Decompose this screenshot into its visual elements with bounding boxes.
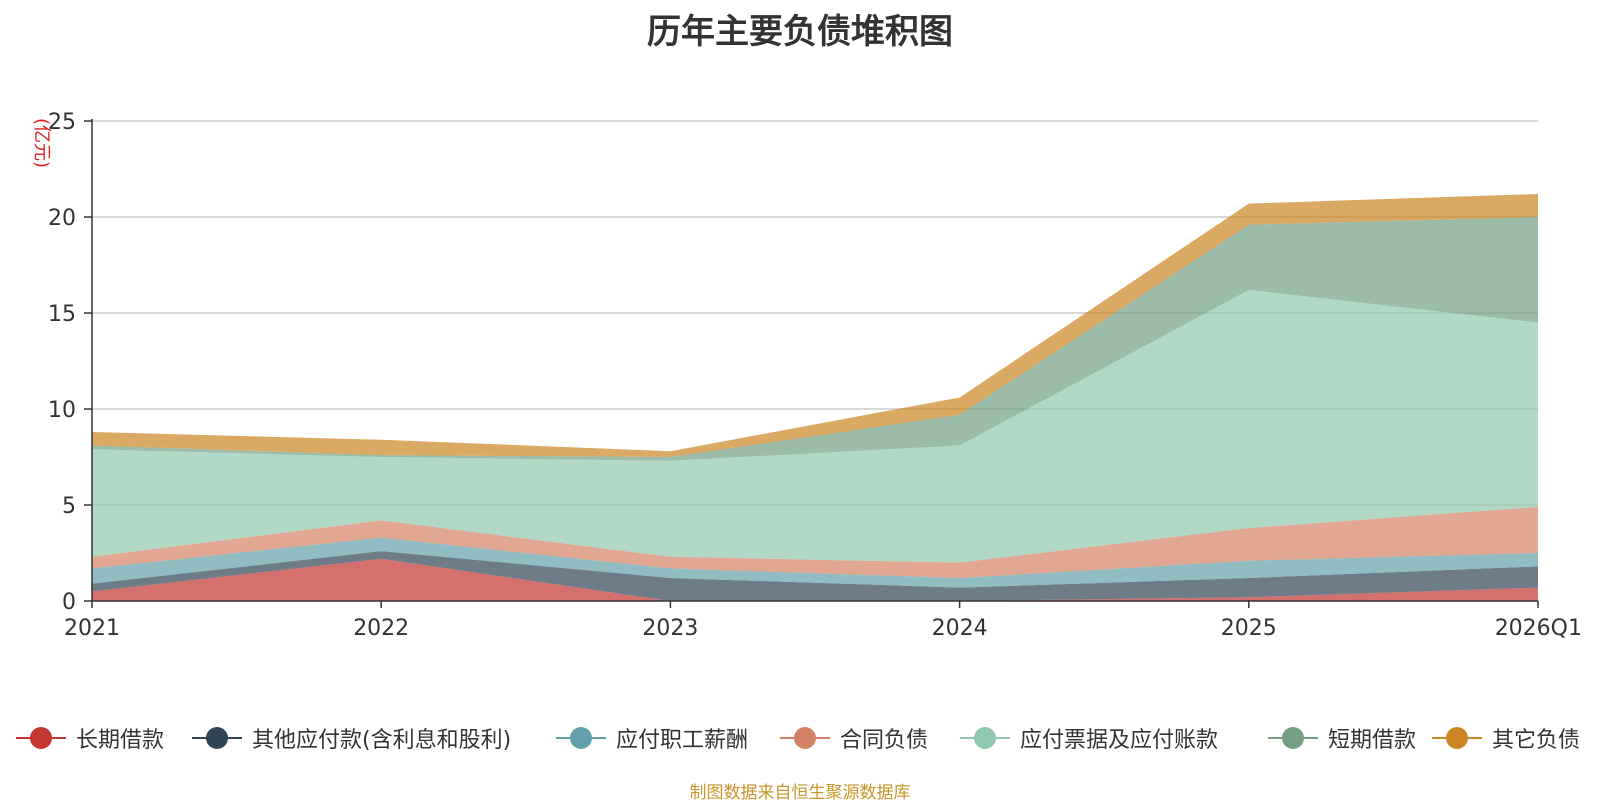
- y-tick-label: 10: [48, 398, 76, 423]
- y-tick-label: 0: [62, 590, 76, 615]
- y-axis-unit-label: (亿元): [31, 118, 52, 168]
- area-合同负债: [92, 506, 1538, 578]
- x-tick-label: 2026Q1: [1495, 616, 1582, 641]
- chart-title: 历年主要负债堆积图: [647, 12, 953, 52]
- area-series: [92, 194, 1538, 601]
- y-tick-label: 5: [62, 494, 76, 519]
- legend-swatch-icon: [960, 718, 1010, 758]
- legend-label: 合同负债: [840, 728, 929, 753]
- area-短期借款: [92, 217, 1538, 461]
- legend-item[interactable]: 应付票据及应付账款: [960, 718, 1218, 758]
- legend-label: 长期借款: [76, 728, 165, 753]
- legend-swatch-icon: [1432, 718, 1482, 758]
- area-其它负债: [92, 194, 1538, 457]
- legend-label: 其它负债: [1492, 728, 1581, 753]
- legend-swatch-icon: [16, 718, 66, 758]
- legend-item[interactable]: 短期借款: [1268, 718, 1416, 758]
- area-应付职工薪酬: [92, 537, 1538, 588]
- x-tick-label: 2025: [1221, 616, 1277, 641]
- legend-swatch-icon: [1268, 718, 1318, 758]
- legend-item[interactable]: 长期借款: [16, 718, 164, 758]
- x-tick-label: 2023: [642, 616, 698, 641]
- source-note: 制图数据来自恒生聚源数据库: [689, 783, 911, 803]
- legend-swatch-icon: [192, 718, 242, 758]
- legend-label: 短期借款: [1328, 728, 1417, 753]
- y-tick-label: 20: [48, 206, 76, 231]
- legend-label: 应付票据及应付账款: [1020, 728, 1219, 753]
- legend-swatch-icon: [780, 718, 830, 758]
- x-tick-label: 2021: [64, 616, 120, 641]
- legend-item[interactable]: 其它负债: [1432, 718, 1580, 758]
- legend-item[interactable]: 合同负债: [780, 718, 928, 758]
- legend-swatch-icon: [556, 718, 606, 758]
- area-长期借款: [92, 558, 1538, 601]
- legend-label: 其他应付款(含利息和股利): [252, 728, 512, 753]
- x-tick-label: 2022: [353, 616, 409, 641]
- legend-label: 应付职工薪酬: [616, 728, 749, 753]
- legend-item[interactable]: 其他应付款(含利息和股利): [192, 718, 511, 758]
- legend: 长期借款 其他应付款(含利息和股利) 应付职工薪酬 合同负债 应付票据及应付账款 短期借款…: [0, 718, 1600, 758]
- x-tick-label: 2024: [932, 616, 988, 641]
- area-应付票据及应付账款: [92, 290, 1538, 563]
- y-tick-label: 25: [48, 110, 76, 135]
- legend-item[interactable]: 应付职工薪酬: [556, 718, 748, 758]
- y-tick-label: 15: [48, 302, 76, 327]
- area-其他应付款(含利息和股利): [92, 551, 1538, 601]
